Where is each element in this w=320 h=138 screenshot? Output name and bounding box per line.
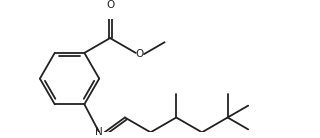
Text: O: O bbox=[106, 0, 114, 10]
Text: N: N bbox=[95, 127, 103, 137]
Text: O: O bbox=[136, 48, 144, 59]
